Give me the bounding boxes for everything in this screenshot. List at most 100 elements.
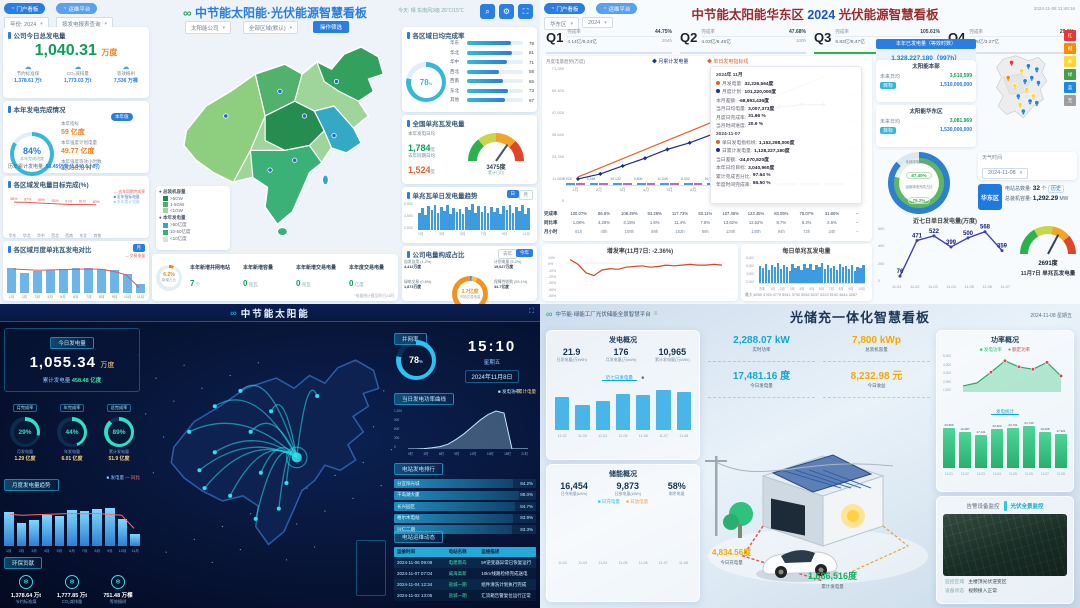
east-china-map[interactable] bbox=[978, 26, 1062, 150]
card-title: 全国单兆瓦发电量 bbox=[402, 115, 537, 130]
weather-date-select[interactable]: 2024-11-08 bbox=[982, 167, 1029, 179]
bar bbox=[832, 266, 836, 283]
x-axis: 0时 3时 6时 9时 12时 15时 18时 21时 bbox=[408, 451, 528, 456]
day-toggle[interactable]: 日 bbox=[506, 190, 519, 198]
search-icon[interactable]: ⌕ bbox=[480, 4, 495, 19]
x-label: 5月 bbox=[459, 232, 466, 236]
china-map[interactable] bbox=[152, 34, 398, 252]
menu-icon[interactable]: ≡ bbox=[653, 311, 658, 317]
history-link[interactable]: 历史 bbox=[1047, 185, 1064, 193]
ring-value: 89% bbox=[112, 428, 126, 436]
filter-button[interactable]: 操作筛选 bbox=[313, 21, 350, 33]
rank-row[interactable]: 兴仁二期 83.3% bbox=[394, 525, 536, 534]
y-tick: 600 bbox=[878, 227, 885, 231]
cell-value: 24h bbox=[828, 229, 836, 234]
avg-donut: 78% bbox=[406, 62, 446, 102]
bar-plot: 20,966 19,087 17,141 20,624 20,731 21,740 19,0… bbox=[943, 421, 1067, 468]
area-select[interactable]: 全部区域(默认) bbox=[243, 21, 299, 34]
env-label: CO₂减排量 bbox=[61, 599, 83, 604]
table-header: 运维时间 电站名称 运维描述 bbox=[394, 547, 536, 557]
legend-item: ■ 本年累计电量 bbox=[113, 200, 140, 204]
center-stat: 7,800 kWp 总装机容量 bbox=[823, 332, 930, 362]
new-stat: 本年新增并网电站 7 个 bbox=[186, 264, 239, 291]
x-label: 11-04 bbox=[993, 472, 1001, 476]
capacity: 总装机容量: 1,292.29 MW bbox=[1005, 195, 1069, 202]
bar-gen bbox=[613, 183, 622, 185]
cell-value: 7.8% bbox=[700, 220, 711, 225]
tab-pv-monitor[interactable]: 光伏全景监控 bbox=[1010, 504, 1044, 510]
green-rate: 全部绿电完成占比 87.40% bbox=[905, 159, 933, 182]
cumulative-generation: 1,686,516度 累计发电量 bbox=[808, 571, 858, 589]
legend-swatch bbox=[163, 208, 168, 213]
stat-label: 等效植树 bbox=[116, 71, 135, 76]
stat-value: 9,873 bbox=[616, 481, 640, 491]
table-row[interactable]: 2024-11-04 12:34 盐城一期 组件清洗计划执行完成 bbox=[394, 579, 536, 590]
portal-tab[interactable]: ◔ 门户看板 bbox=[4, 3, 46, 14]
element: 204h bbox=[661, 38, 672, 43]
lastyear-toggle[interactable]: 去年 bbox=[498, 249, 517, 259]
gear-icon[interactable]: ⚙ bbox=[499, 4, 514, 19]
power-subtab[interactable]: 发电统计 bbox=[991, 409, 1019, 415]
x-label: 2月 bbox=[779, 287, 785, 291]
callout-value: 19,627万度 bbox=[494, 265, 514, 269]
bar: 20,966 bbox=[943, 423, 955, 468]
mix-callout: 保障性收购 (93.1%) 34.7亿度 bbox=[494, 280, 536, 290]
tab-alarm-monitor[interactable]: 告警设备监控 bbox=[966, 504, 1000, 510]
bar bbox=[779, 268, 783, 283]
bar bbox=[521, 205, 524, 230]
bar-plan bbox=[693, 183, 703, 185]
bar bbox=[527, 208, 530, 230]
x-label: 9月 bbox=[501, 232, 508, 236]
bar bbox=[424, 214, 427, 230]
x-label: 9月 bbox=[107, 549, 113, 553]
china-map-dark[interactable] bbox=[138, 330, 394, 590]
legend-cumulative[interactable]: ◆ 月累计发电量 bbox=[652, 59, 689, 65]
gen-tab[interactable]: 近七日发电量 bbox=[601, 375, 637, 381]
rank-row[interactable]: 千岛湖大厦 88.0% bbox=[394, 490, 536, 500]
year-tab[interactable]: 本年值 bbox=[111, 113, 133, 121]
table-row[interactable]: 2024-11-06 09:08 电建南岛 5#逆变器异常已恢复运行 bbox=[394, 557, 536, 568]
rate-row: 完成率 47.68% bbox=[701, 29, 806, 35]
table-row[interactable]: 2024-11-07 07:04 威海高新 10kV线路检修完成送电 bbox=[394, 568, 536, 579]
bar-track bbox=[467, 41, 523, 45]
legend-target[interactable]: ◆ 单日发电指标线 bbox=[707, 59, 749, 65]
x-label: 华北 bbox=[22, 234, 31, 238]
month-toggle[interactable]: 月 bbox=[132, 244, 145, 252]
bar bbox=[764, 264, 768, 283]
bar bbox=[850, 264, 853, 283]
bar bbox=[430, 210, 434, 230]
storage-stat: 58% 剩余电量 bbox=[668, 481, 686, 497]
ring-foot-value: 6.01 亿度 bbox=[61, 456, 83, 462]
table-row[interactable]: 2024-11-02 13:05 盐城一期 汇流箱告警复位运行正常 bbox=[394, 590, 536, 601]
camera-feed[interactable] bbox=[943, 514, 1067, 576]
axis-title: 月度电量趋势(万度) bbox=[546, 59, 585, 64]
rank-row[interactable]: 长兴园区 84.7% bbox=[394, 502, 536, 511]
fullscreen-icon[interactable]: ⛶ bbox=[529, 308, 534, 315]
rank-bar bbox=[394, 525, 512, 534]
legend-label: >50亿度 bbox=[170, 222, 187, 227]
year-select[interactable]: 2024 bbox=[582, 17, 613, 28]
rank-row[interactable]: 格尔木电站 83.9% bbox=[394, 513, 536, 523]
stats-rows: 完成率 100.07% 86.8% 108.49% 93.28% 117.73% 83.11… bbox=[544, 208, 870, 235]
label: 未来日均 bbox=[880, 74, 901, 80]
portal-icon: ◔ bbox=[551, 5, 555, 12]
svg-text:359: 359 bbox=[997, 244, 1008, 250]
bar: 21,740 bbox=[1023, 421, 1035, 468]
company-select[interactable]: 太阳能公司 bbox=[185, 21, 232, 34]
env-value: 751.48 万棵 bbox=[103, 593, 133, 599]
rank-row[interactable]: 分宜阳光城 84.2% bbox=[394, 479, 536, 488]
fullscreen-icon[interactable]: ⛶ bbox=[518, 4, 533, 19]
region-select[interactable]: 华东区 bbox=[544, 17, 580, 30]
cell-value: 2.8% bbox=[827, 220, 837, 225]
element: 3,040,960度 bbox=[748, 166, 775, 171]
month-toggle[interactable]: 月 bbox=[518, 190, 533, 200]
region-tag[interactable]: 华东区 bbox=[978, 184, 1002, 210]
thisyear-toggle[interactable]: 今年 bbox=[516, 249, 533, 257]
bar: 19,028 bbox=[1039, 427, 1051, 468]
ops-platform-tab[interactable]: ◔ 运维平台 bbox=[596, 3, 638, 14]
ops-platform-tab[interactable]: ◔ 运维平台 bbox=[56, 3, 98, 14]
portal-tab[interactable]: ◔ 门户看板 bbox=[544, 3, 586, 14]
energy-illustration bbox=[705, 454, 928, 584]
today-tab[interactable]: 今日发电量 bbox=[50, 337, 94, 349]
x-label: 11-01 bbox=[945, 472, 953, 476]
